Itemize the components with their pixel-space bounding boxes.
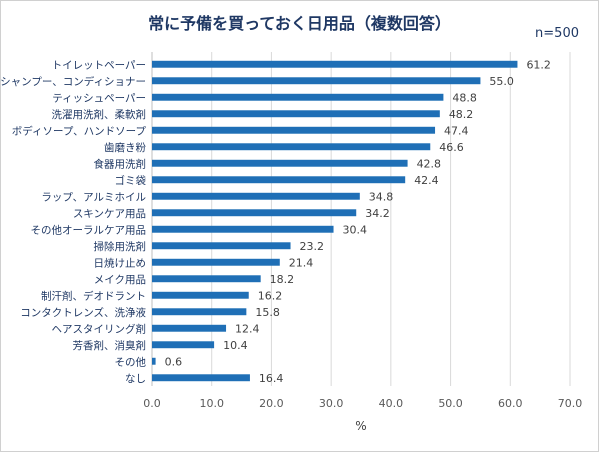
value-label: 42.4 [414,174,439,187]
sample-size-note: n=500 [535,26,579,41]
bar [152,77,481,85]
category-label: ティッシュペーパー [52,92,146,104]
bar [152,225,334,233]
bar [152,159,408,167]
value-label: 16.2 [258,289,283,302]
category-label: メイク用品 [94,274,146,286]
category-label: ヘアスタイリング剤 [52,322,147,335]
category-label: シャンプー、コンディショナー [0,75,146,88]
value-label: 12.4 [235,322,260,335]
value-label: 47.4 [444,124,469,137]
value-label: 23.2 [300,240,325,253]
value-label: 48.8 [452,91,477,104]
category-label: 洗濯用洗剤、柔軟剤 [52,108,147,121]
bar [152,126,436,134]
category-labels: トイレットペーパーシャンプー、コンディショナーティッシュペーパー洗濯用洗剤、柔軟… [0,59,146,385]
chart-title: 常に予備を買っておく日用品（複数回答） [148,14,451,33]
bar [152,143,431,151]
x-tick-label: 0.0 [143,397,161,410]
bar [152,60,518,68]
bar [152,242,291,250]
value-label: 18.2 [270,273,295,286]
bar [152,291,249,299]
bar [152,93,444,101]
category-label: 芳香剤、消臭剤 [73,339,147,352]
category-label: 掃除用洗剤 [94,240,147,253]
bar [152,275,261,283]
x-tick-label: 10.0 [199,397,224,410]
category-label: ゴミ袋 [115,174,147,187]
x-tick-label: 30.0 [319,397,344,410]
category-label: 日焼け止め [94,257,147,269]
value-label: 34.2 [365,207,390,220]
value-label: 42.8 [417,157,442,170]
x-tick-label: 50.0 [438,397,463,410]
value-label: 0.6 [165,355,183,368]
bar [152,192,360,200]
x-axis-title: % [355,419,366,433]
x-tick-label: 20.0 [259,397,284,410]
category-label: 制汗剤、デオドラント [41,289,146,302]
value-label: 34.8 [369,190,394,203]
category-label: トイレットペーパー [52,59,146,71]
value-label: 16.4 [259,372,284,385]
value-label: 30.4 [343,223,368,236]
bar [152,324,227,332]
x-axis-ticks: 0.0 10.0 20.0 30.0 40.0 50.0 60.0 70.0 [143,397,582,410]
category-label: 食器用洗剤 [94,157,147,170]
value-label: 46.6 [439,141,464,154]
bar [152,341,215,349]
value-label: 48.2 [449,108,474,121]
bar [152,258,280,266]
x-tick-label: 70.0 [558,397,583,410]
bar [152,357,156,365]
value-label: 55.0 [489,75,514,88]
bar [152,110,440,118]
category-label: その他オーラルケア用品 [31,223,147,236]
category-label: その他 [115,355,147,368]
value-label: 15.8 [255,306,280,319]
value-label: 10.4 [223,339,248,352]
value-label: 61.2 [526,58,551,71]
bars [152,60,518,382]
category-label: ボディソープ、ハンドソープ [12,124,147,137]
x-tick-label: 60.0 [498,397,523,410]
category-label: スキンケア用品 [73,208,146,220]
bar [152,308,247,316]
bar [152,209,357,217]
value-label: 21.4 [289,256,314,269]
category-label: コンタクトレンズ、洗浄液 [20,306,146,319]
bar [152,176,406,184]
value-labels: 61.2 55.0 48.8 48.2 47.4 46.6 42.8 42.4 34.8 34.2… [165,58,551,385]
category-label: ラップ、アルミホイル [41,191,146,203]
grid-lines [151,52,571,386]
bar [152,374,250,382]
x-tick-label: 40.0 [379,397,404,410]
category-label: 歯磨き粉 [104,141,146,154]
category-label: なし [125,373,146,385]
